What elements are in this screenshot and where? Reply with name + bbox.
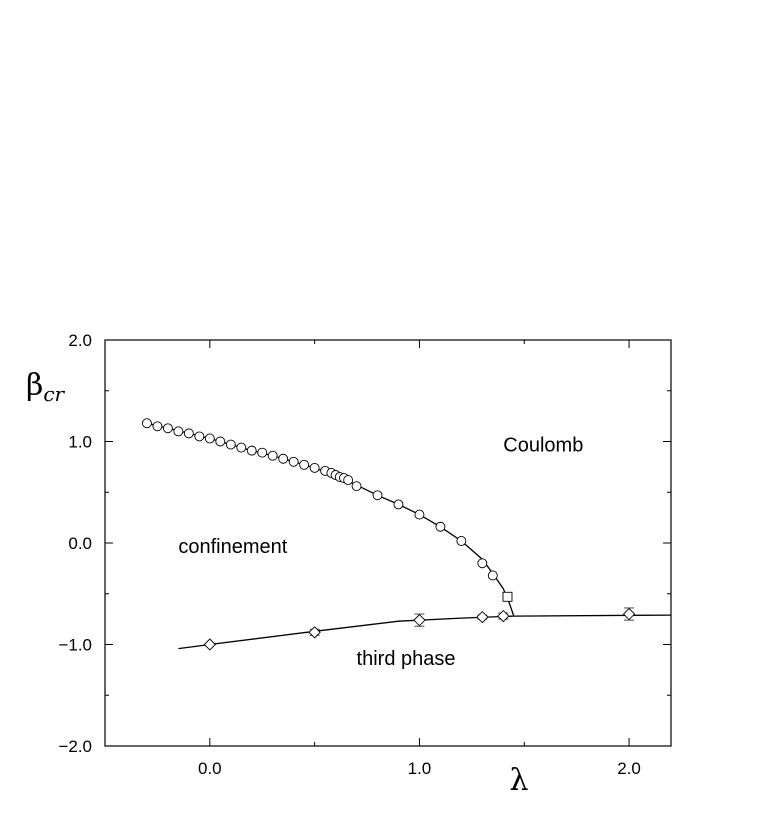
circle-marker xyxy=(343,475,354,486)
circle-marker xyxy=(152,421,163,432)
transition-line xyxy=(146,422,515,617)
circle-marker xyxy=(246,445,257,456)
circle-marker xyxy=(236,442,247,453)
circle-marker xyxy=(351,481,362,492)
y-axis-label: βcr xyxy=(26,368,66,406)
x-tick-label: 0.0 xyxy=(198,759,222,778)
axis-ticks xyxy=(105,339,671,747)
circle-marker xyxy=(173,426,184,437)
y-tick-label: 2.0 xyxy=(68,331,92,350)
circle-marker xyxy=(225,439,236,450)
data-markers xyxy=(141,418,636,651)
circle-marker xyxy=(162,423,173,434)
y-tick-label: −2.0 xyxy=(58,737,92,756)
y-tick-label: 0.0 xyxy=(68,534,92,553)
y-axis-subscript: cr xyxy=(43,382,65,406)
circle-marker xyxy=(414,509,425,520)
x-tick-label: 2.0 xyxy=(617,759,641,778)
circle-marker xyxy=(257,447,268,458)
x-tick-label: 1.0 xyxy=(408,759,432,778)
square-marker xyxy=(502,591,513,602)
diamond-marker xyxy=(308,626,321,639)
circle-marker xyxy=(477,558,488,569)
circle-marker xyxy=(183,428,194,439)
circle-marker xyxy=(393,499,404,510)
diamond-marker xyxy=(413,614,426,627)
region-label: confinement xyxy=(178,536,287,558)
y-axis-symbol: β xyxy=(26,368,43,403)
circle-marker xyxy=(372,490,383,501)
diamond-marker xyxy=(476,610,489,624)
circle-marker xyxy=(267,450,278,461)
diamond-marker xyxy=(497,609,510,623)
diamond-marker xyxy=(203,638,216,651)
diamond-marker xyxy=(622,607,636,621)
circle-marker xyxy=(204,433,215,444)
circle-marker xyxy=(141,418,152,429)
region-label: Coulomb xyxy=(503,435,583,457)
y-tick-label: 1.0 xyxy=(68,433,92,452)
circle-marker xyxy=(309,462,320,473)
circle-marker xyxy=(278,453,289,464)
circle-marker xyxy=(435,521,446,532)
y-tick-label: −1.0 xyxy=(58,636,92,655)
circle-marker xyxy=(299,459,310,470)
region-labels: Coulomb confinement third phase xyxy=(178,435,583,670)
circle-marker xyxy=(456,536,467,546)
region-label: third phase xyxy=(357,648,456,670)
x-axis-label: λ xyxy=(509,763,528,798)
circle-marker xyxy=(288,456,299,467)
axis-tick-labels: 0.0 1.0 2.0 2.0 1.0 0.0 −1.0 −2.0 xyxy=(58,331,640,778)
circle-marker xyxy=(487,570,498,581)
circle-marker xyxy=(215,436,226,447)
circle-marker xyxy=(194,431,205,442)
